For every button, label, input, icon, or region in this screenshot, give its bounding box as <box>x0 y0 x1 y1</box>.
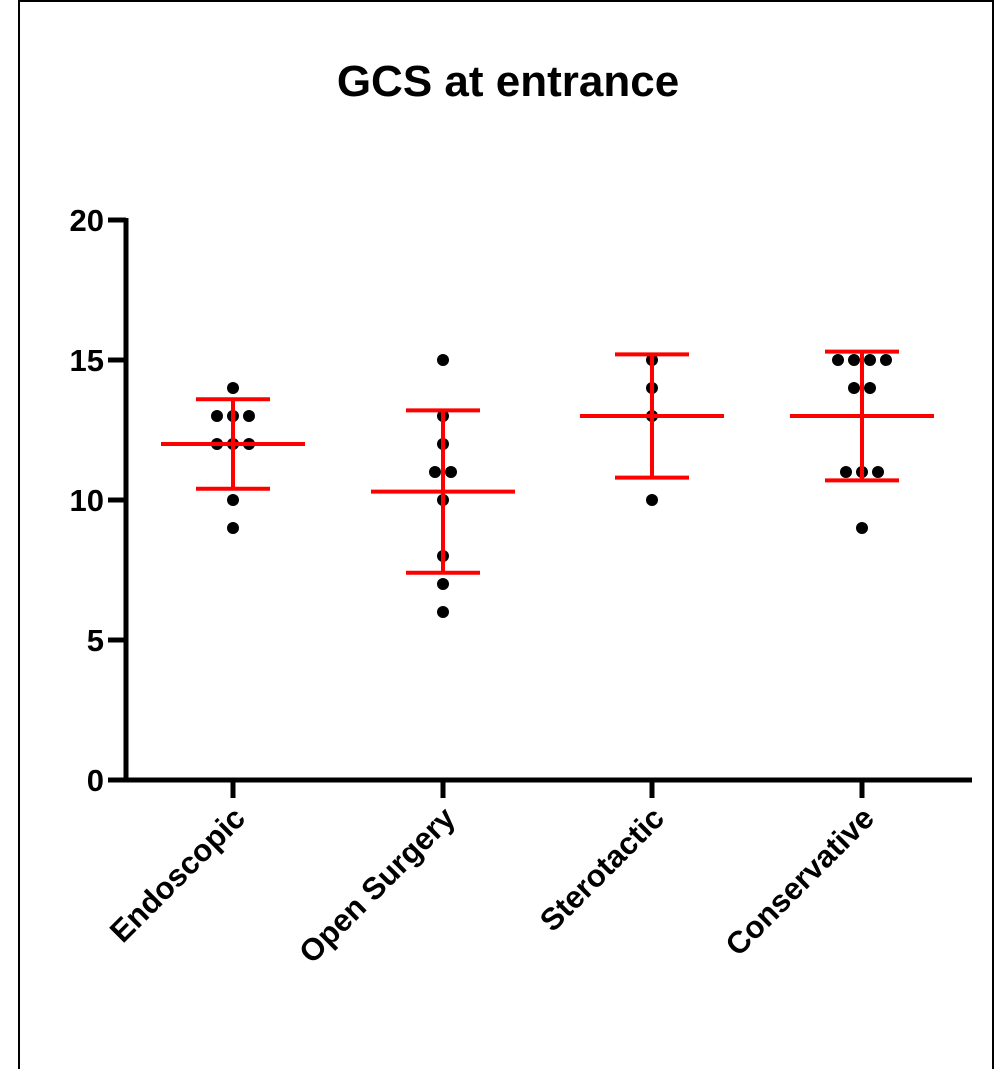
data-point <box>243 410 255 422</box>
data-point <box>832 354 844 366</box>
data-point <box>872 466 884 478</box>
data-point <box>429 466 441 478</box>
data-point <box>646 494 658 506</box>
chart-frame <box>18 0 994 1069</box>
data-point <box>880 354 892 366</box>
data-point <box>864 354 876 366</box>
y-tick-label: 20 <box>70 203 104 238</box>
axes: 0 5 10 15 20 Endoscopic Open Surgery Sterotacti… <box>70 203 972 970</box>
x-tick-label: Endoscopic <box>103 800 252 949</box>
data-point <box>864 382 876 394</box>
y-tick-label: 0 <box>87 763 104 798</box>
x-tick-label: Open Surgery <box>292 800 462 970</box>
x-tick-label: Conservative <box>719 800 881 962</box>
data-point <box>437 354 449 366</box>
data-point <box>437 578 449 590</box>
data-point <box>848 382 860 394</box>
data-point <box>227 494 239 506</box>
data-point <box>856 522 868 534</box>
chart-title: GCS at entrance <box>337 57 679 106</box>
chart-marks <box>161 349 934 618</box>
data-point <box>840 466 852 478</box>
data-point <box>227 382 239 394</box>
data-point <box>445 466 457 478</box>
data-point <box>211 410 223 422</box>
y-tick-label: 15 <box>70 343 104 378</box>
data-point <box>437 606 449 618</box>
y-tick-label: 5 <box>87 623 104 658</box>
data-point <box>848 354 860 366</box>
y-tick-label: 10 <box>70 483 104 518</box>
x-tick-label: Sterotactic <box>533 800 671 938</box>
data-point <box>227 522 239 534</box>
